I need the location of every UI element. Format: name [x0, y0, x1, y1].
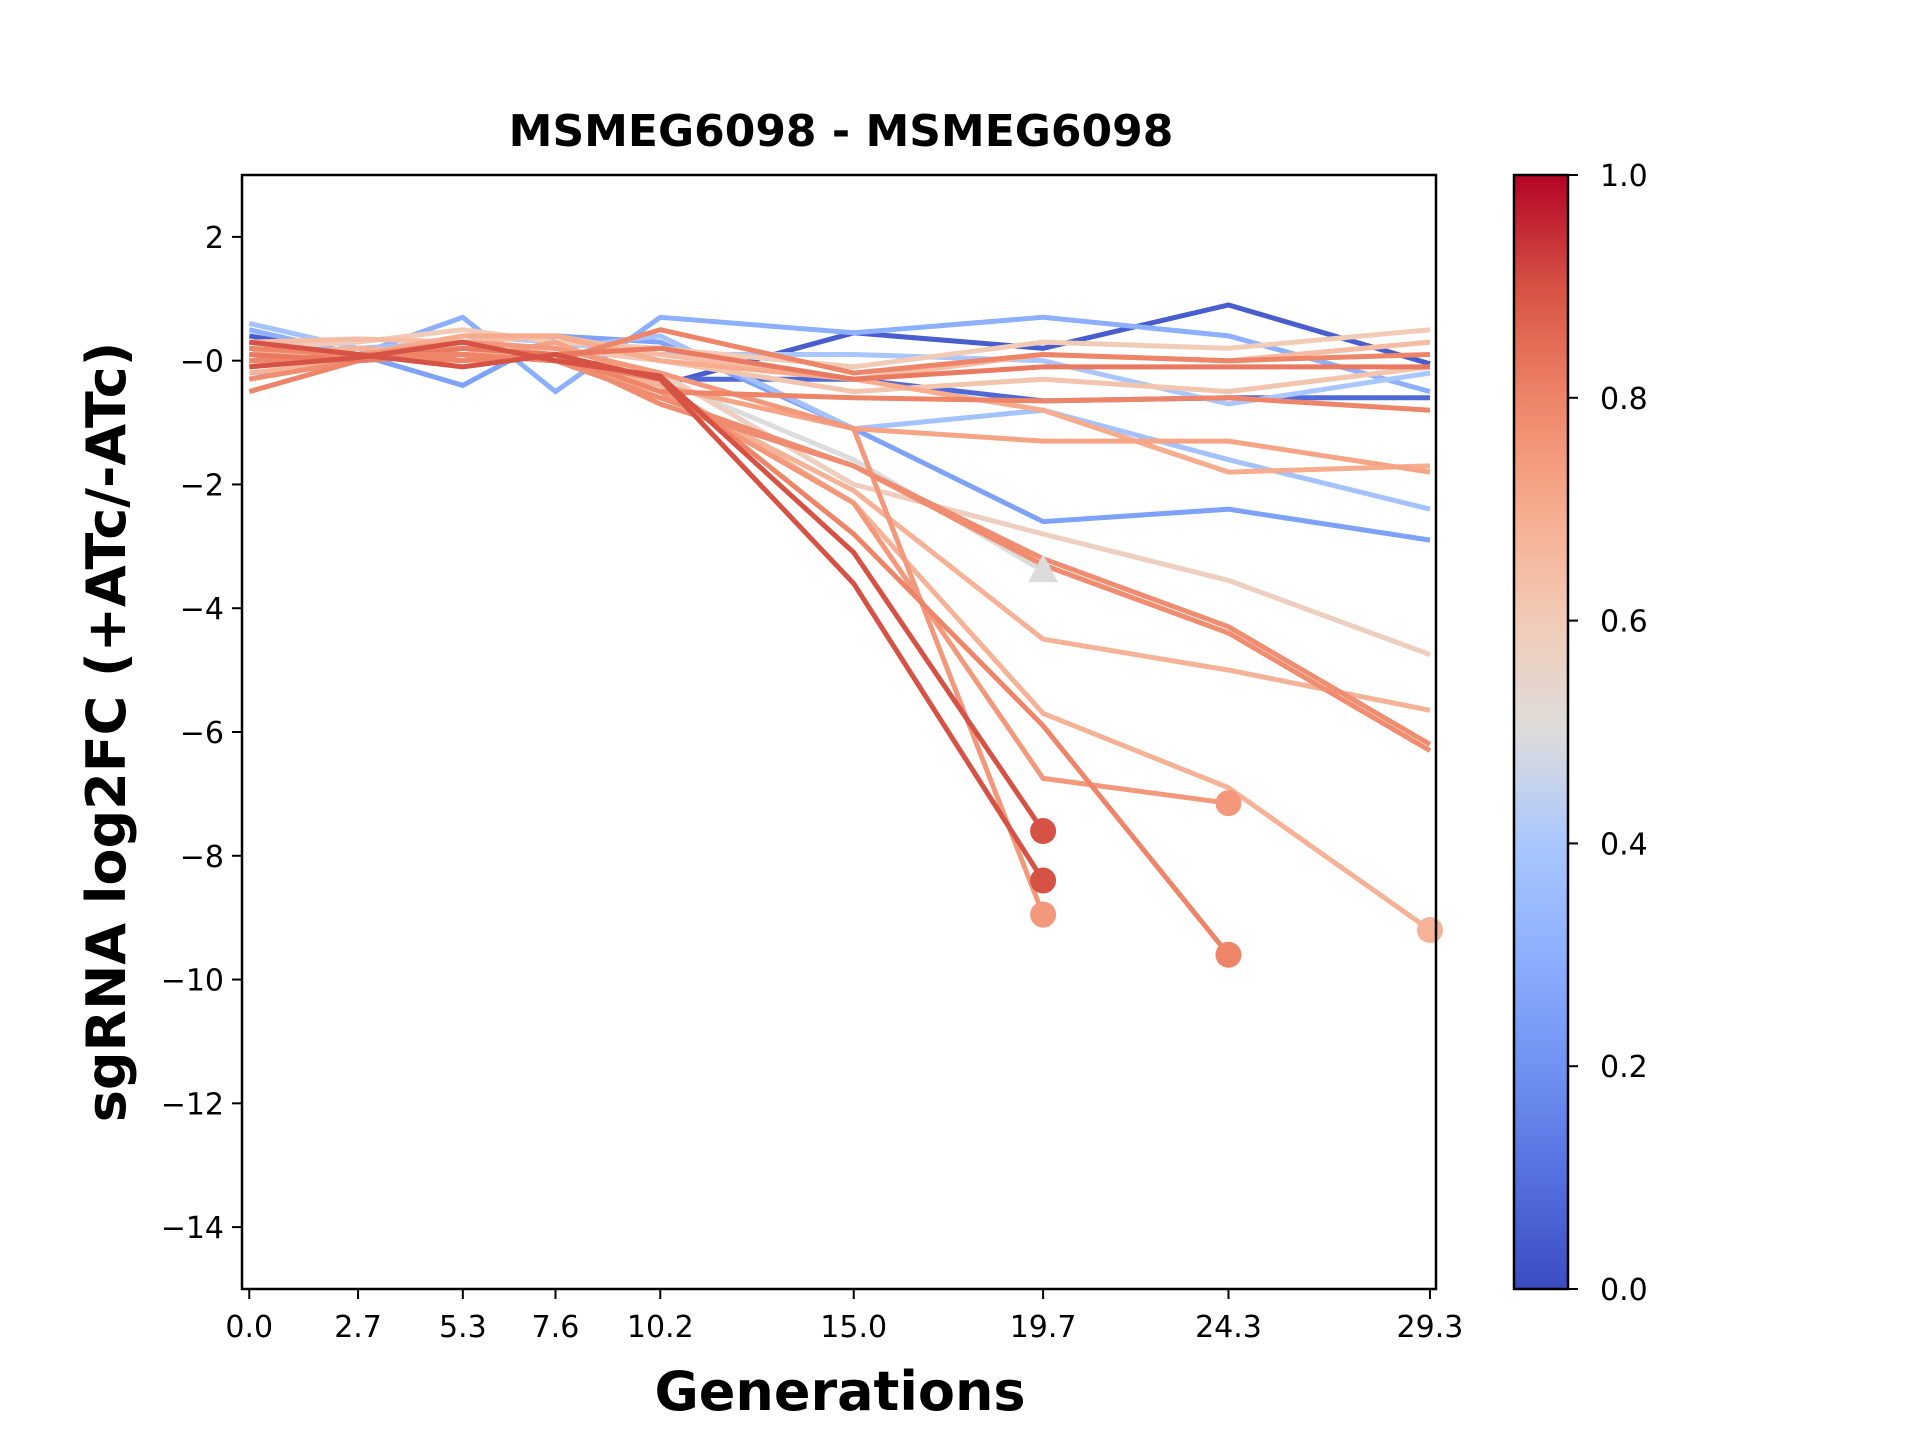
- x-tick-label: 24.3: [1195, 1310, 1262, 1345]
- x-tick-label: 29.3: [1397, 1310, 1464, 1345]
- end-marker-circle-22: [1215, 941, 1242, 968]
- x-tick-label: 7.6: [532, 1310, 580, 1345]
- x-axis-label: Generations: [654, 1360, 1025, 1423]
- colorbar: [1512, 173, 1570, 1291]
- series-markers: [1028, 554, 1443, 968]
- end-marker-circle-23: [1030, 818, 1057, 845]
- x-tick-label: 15.0: [820, 1310, 887, 1345]
- y-tick-label: −6: [180, 716, 224, 751]
- y-tick-label: −2: [180, 468, 224, 503]
- end-marker-circle-14: [1416, 917, 1443, 944]
- y-tick-label: −12: [161, 1087, 224, 1122]
- colorbar-tick-label: 0.8: [1600, 382, 1648, 417]
- chart-title: MSMEG6098 - MSMEG6098: [509, 106, 1174, 157]
- series-line-16: [249, 339, 1046, 916]
- end-marker-circle-15: [1215, 790, 1242, 817]
- colorbar-tick-label: 0.6: [1600, 605, 1648, 640]
- x-tick-label: 19.7: [1010, 1310, 1077, 1345]
- y-axis-label: sgRNA log2FC (+ATc/-ATc): [75, 342, 138, 1123]
- colorbar-ticks: 0.0 0.2 0.4 0.6 0.8 1.0: [1568, 159, 1648, 1308]
- y-tick-label: 2: [205, 221, 224, 256]
- end-marker-circle-16: [1030, 901, 1057, 928]
- colorbar-tick-label: 1.0: [1600, 159, 1648, 194]
- colorbar-tick-label: 0.4: [1600, 827, 1648, 862]
- series-line-23: [249, 339, 1046, 833]
- x-tick-label: 5.3: [439, 1310, 487, 1345]
- series-line-7: [249, 345, 1431, 657]
- y-tick-label: −8: [180, 840, 224, 875]
- x-axis: 0.0 2.7 5.3 7.6 10.2 15.0 19.7 24.3 29.3: [225, 1289, 1463, 1345]
- y-tick-label: −0: [180, 345, 224, 380]
- series-line-17: [249, 352, 1432, 747]
- y-tick-label: −4: [180, 592, 224, 627]
- x-tick-label: 10.2: [627, 1310, 694, 1345]
- series-lines: [248, 302, 1432, 957]
- x-tick-label: 0.0: [225, 1310, 273, 1345]
- x-tick-label: 2.7: [334, 1310, 382, 1345]
- series-line-24: [249, 339, 1046, 882]
- y-tick-label: −10: [161, 964, 224, 999]
- series-line-18: [248, 345, 1432, 753]
- colorbar-tick-label: 0.2: [1600, 1050, 1648, 1085]
- y-axis: 2 −0 −2 −4 −6 −8 −10 −12 −14: [161, 221, 242, 1246]
- series-line-3: [248, 333, 1431, 543]
- y-tick-label: −14: [161, 1211, 224, 1246]
- colorbar-tick-label: 0.0: [1600, 1273, 1648, 1308]
- end-marker-triangle-6: [1028, 554, 1059, 583]
- end-marker-circle-24: [1030, 867, 1057, 894]
